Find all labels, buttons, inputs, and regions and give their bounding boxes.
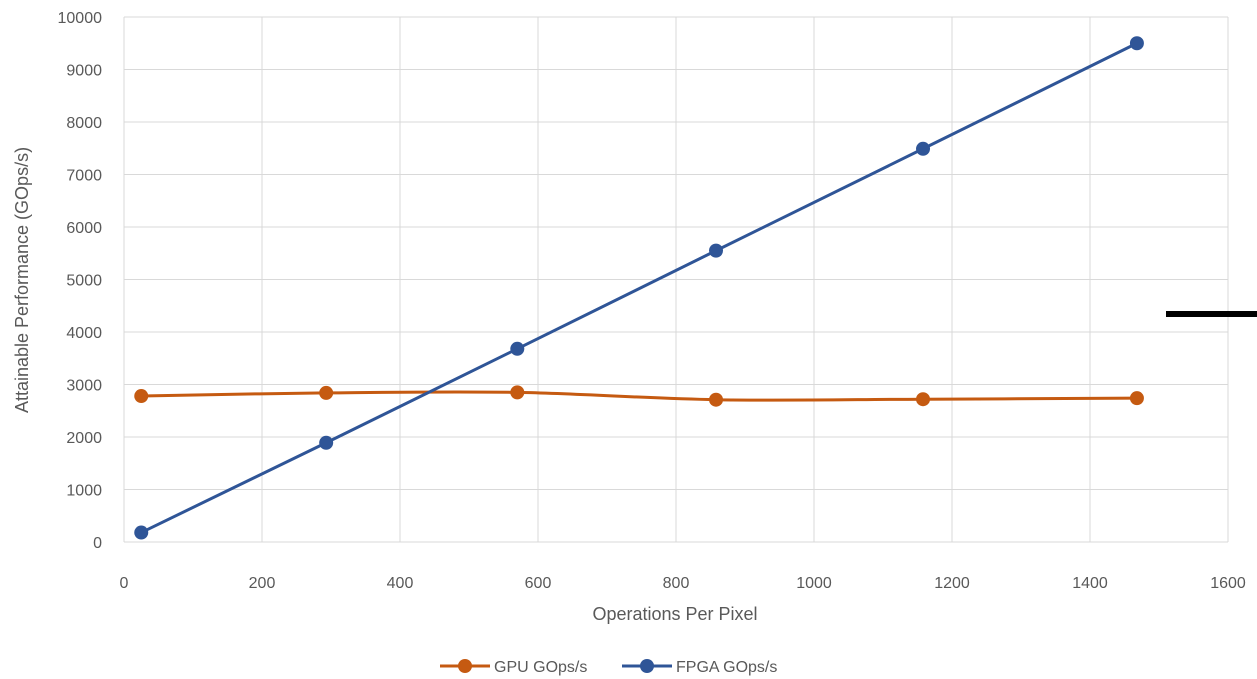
- y-axis-title: Attainable Performance (GOps/s): [12, 147, 32, 413]
- legend-label: FPGA GOps/s: [676, 659, 777, 676]
- x-tick-label: 200: [249, 575, 276, 592]
- legend-item: GPU GOps/s: [440, 659, 587, 676]
- series-1: [134, 36, 1144, 540]
- legend-item: FPGA GOps/s: [622, 659, 777, 676]
- data-point: [916, 141, 931, 156]
- series-0: [134, 385, 1144, 407]
- x-axis-ticks: 0 200 400 600 800 1000 1200 1400 1600: [120, 575, 1246, 592]
- data-point: [709, 392, 724, 407]
- x-axis-title: Operations Per Pixel: [592, 604, 757, 624]
- data-point: [134, 525, 149, 540]
- y-axis-ticks: 0 1000 2000 3000 4000 5000 6000 7000 8000 9000 100…: [58, 10, 103, 552]
- data-point: [1129, 391, 1144, 406]
- y-tick-label: 6000: [66, 220, 102, 237]
- series-line: [141, 390, 1137, 402]
- y-tick-label: 2000: [66, 430, 102, 447]
- x-tick-label: 400: [387, 575, 414, 592]
- x-tick-label: 1400: [1072, 575, 1108, 592]
- y-tick-label: 1000: [66, 483, 102, 500]
- x-tick-label: 800: [663, 575, 690, 592]
- y-tick-label: 5000: [66, 273, 102, 290]
- series-line: [140, 41, 1138, 534]
- y-tick-label: 3000: [66, 378, 102, 395]
- gridlines: [123, 16, 1229, 543]
- series-layer: [134, 36, 1144, 540]
- data-point: [134, 389, 149, 404]
- legend-swatch-marker: [458, 659, 472, 673]
- y-tick-label: 0: [93, 535, 102, 552]
- legend-label: GPU GOps/s: [494, 659, 587, 676]
- legend-swatch-marker: [640, 659, 654, 673]
- y-tick-label: 4000: [66, 325, 102, 342]
- legend: GPU GOps/s FPGA GOps/s: [440, 659, 777, 676]
- data-point: [319, 385, 334, 400]
- y-tick-label: 8000: [66, 115, 102, 132]
- data-point: [709, 243, 724, 258]
- y-tick-label: 10000: [58, 10, 103, 27]
- data-point: [319, 435, 334, 450]
- data-point: [1129, 36, 1144, 51]
- x-tick-label: 1000: [796, 575, 832, 592]
- x-tick-label: 0: [120, 575, 129, 592]
- data-point: [510, 385, 525, 400]
- x-tick-label: 1600: [1210, 575, 1246, 592]
- y-tick-label: 7000: [66, 168, 102, 185]
- data-point: [510, 341, 525, 356]
- black-bar-fragment: [1166, 311, 1257, 317]
- y-tick-label: 9000: [66, 63, 102, 80]
- x-tick-label: 1200: [934, 575, 970, 592]
- x-tick-label: 600: [525, 575, 552, 592]
- data-point: [916, 392, 931, 407]
